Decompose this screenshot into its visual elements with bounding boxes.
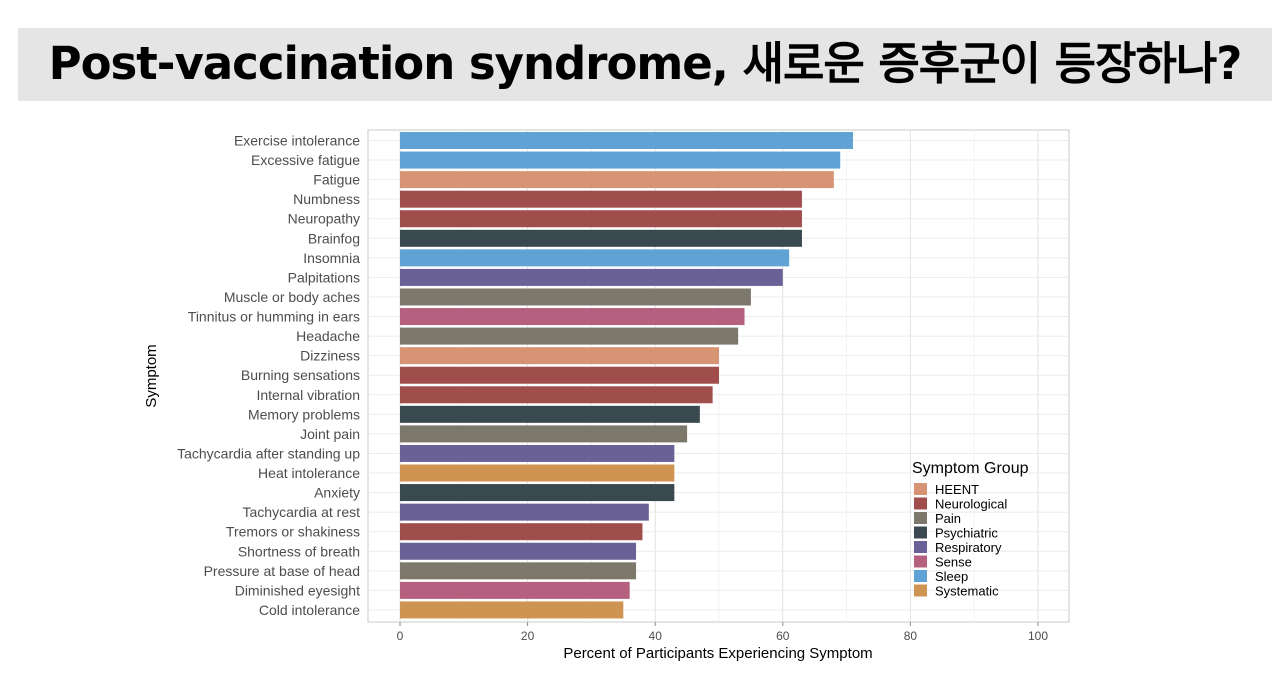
y-tick-label: Dizziness <box>300 348 360 364</box>
legend-label-systematic: Systematic <box>935 584 999 599</box>
x-tick-label: 0 <box>397 629 404 643</box>
x-tick-label: 20 <box>521 629 535 643</box>
x-tick-label: 40 <box>649 629 663 643</box>
bar-insomnia <box>400 249 790 267</box>
legend-label-psychiatric: Psychiatric <box>935 526 998 541</box>
legend-swatch-sleep <box>914 570 927 582</box>
legend-swatch-systematic <box>914 584 927 597</box>
y-tick-label: Tremors or shakiness <box>226 524 360 540</box>
bar-joint-pain <box>400 425 688 443</box>
y-tick-label: Numbness <box>293 191 360 207</box>
bar-dizziness <box>400 347 719 365</box>
bar-internal-vibration <box>400 386 713 404</box>
y-axis-title: Symptom <box>143 344 160 407</box>
y-tick-label: Brainfog <box>308 230 360 246</box>
bar-excessive-fatigue <box>400 151 841 169</box>
bar-heat-intolerance <box>400 464 675 482</box>
y-tick-label: Joint pain <box>300 426 360 442</box>
legend-label-sense: Sense <box>935 555 972 570</box>
y-tick-label: Neuropathy <box>288 211 360 227</box>
y-tick-label: Palpitations <box>288 269 360 285</box>
bar-pressure-at-base-of-head <box>400 562 637 580</box>
legend-label-pain: Pain <box>935 511 961 526</box>
bar-tachycardia-after-standing-up <box>400 444 675 462</box>
y-tick-label: Pressure at base of head <box>204 563 360 579</box>
legend-label-sleep: Sleep <box>935 569 968 584</box>
y-tick-label: Muscle or body aches <box>224 289 360 305</box>
y-tick-labels: Exercise intolerance Excessive fatigue Fat… <box>177 133 360 618</box>
bar-exercise-intolerance <box>400 132 853 149</box>
y-tick-label: Excessive fatigue <box>251 152 360 168</box>
legend-swatch-pain <box>914 512 927 524</box>
bar-tinnitus-or-humming-in-ears <box>400 308 745 326</box>
bar-anxiety <box>400 484 675 502</box>
legend-label-neurological: Neurological <box>935 497 1007 512</box>
bar-memory-problems <box>400 405 700 423</box>
legend-label-heent: HEENT <box>935 482 979 497</box>
y-tick-label: Cold intolerance <box>259 602 360 618</box>
bar-muscle-or-body-aches <box>400 288 751 306</box>
y-tick-label: Fatigue <box>313 172 360 188</box>
x-tick-labels: 0 20 40 60 80 100 <box>397 622 1048 643</box>
bar-shortness-of-breath <box>400 542 637 560</box>
page-title: Post-vaccination syndrome, 새로운 증후군이 등장하나… <box>48 37 1243 90</box>
bars-group <box>400 132 853 619</box>
bar-brainfog <box>400 229 802 247</box>
bar-headache <box>400 327 739 345</box>
y-tick-label: Exercise intolerance <box>234 133 360 149</box>
bar-burning-sensations <box>400 366 719 384</box>
legend-swatch-heent <box>914 483 927 495</box>
bar-palpitations <box>400 268 783 286</box>
y-tick-label: Tinnitus or humming in ears <box>188 309 360 325</box>
bar-cold-intolerance <box>400 601 624 619</box>
y-tick-label: Insomnia <box>303 250 360 266</box>
y-tick-label: Memory problems <box>248 406 360 422</box>
legend-title: Symptom Group <box>912 460 1029 477</box>
y-tick-label: Internal vibration <box>256 387 360 403</box>
y-tick-label: Shortness of breath <box>238 543 360 559</box>
legend: Symptom Group HEENTNeurologicalPainPsychi… <box>912 460 1029 599</box>
y-tick-label: Tachycardia after standing up <box>177 445 360 461</box>
title-banner: Post-vaccination syndrome, 새로운 증후군이 등장하나… <box>18 28 1272 101</box>
y-tick-label: Headache <box>296 328 360 344</box>
y-tick-label: Heat intolerance <box>258 465 360 481</box>
y-tick-label: Diminished eyesight <box>235 582 360 598</box>
x-tick-label: 80 <box>904 629 918 643</box>
bar-diminished-eyesight <box>400 581 630 599</box>
y-tick-label: Anxiety <box>314 485 360 501</box>
legend-swatch-psychiatric <box>914 526 927 539</box>
legend-swatch-sense <box>914 555 927 568</box>
bar-fatigue <box>400 171 834 189</box>
y-tick-label: Tachycardia at rest <box>243 504 361 520</box>
x-axis-title: Percent of Participants Experiencing Sym… <box>563 645 872 662</box>
legend-swatch-neurological <box>914 497 927 510</box>
bar-neuropathy <box>400 210 802 228</box>
legend-label-respiratory: Respiratory <box>935 540 1002 555</box>
legend-swatch-respiratory <box>914 541 927 553</box>
bar-numbness <box>400 190 802 208</box>
y-tick-label: Burning sensations <box>241 367 360 383</box>
bar-tachycardia-at-rest <box>400 503 649 521</box>
x-tick-label: 60 <box>776 629 790 643</box>
x-tick-label: 100 <box>1028 629 1048 643</box>
bar-tremors-or-shakiness <box>400 523 643 541</box>
